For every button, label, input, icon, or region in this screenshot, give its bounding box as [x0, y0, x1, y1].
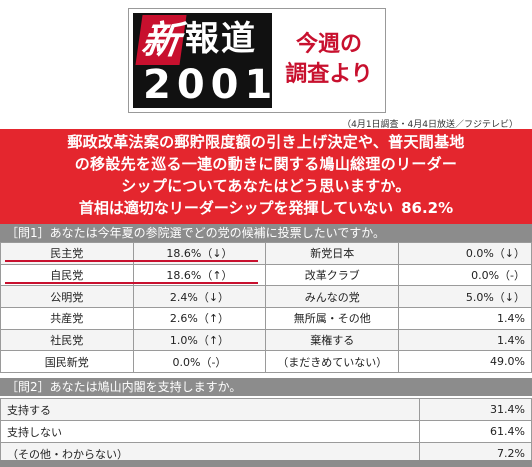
q2-row: （その他・わからない） 7.2% [0, 442, 532, 465]
logo-caption-line2: 調査より [285, 61, 373, 87]
q1-party-name: 棄権する [265, 328, 400, 352]
q2-results-table: 支持する 31.4% 支持しない 61.4% （その他・わからない） 7.2% [0, 398, 532, 465]
q1-highlight-underline [4, 281, 258, 284]
q1-row: 社民党 1.0%（↑） 棄権する 1.4% [0, 328, 532, 352]
q1-party-value: 18.6%（↓） [132, 242, 267, 265]
q1-party-name: 共産党 [0, 307, 134, 330]
q1-party-name: みんなの党 [265, 285, 400, 309]
q1-party-name: 国民新党 [0, 350, 134, 374]
q1-party-value: 2.6%（↑） [132, 307, 267, 330]
headline-answer-value: 86.2% [401, 199, 454, 217]
q1-party-name: 無所属・その他 [265, 307, 400, 330]
q1-party-value: 1.0%（↑） [132, 328, 267, 352]
q1-row: 共産党 2.6%（↑） 無所属・その他 1.4% [0, 307, 532, 330]
logo-shin-mark: 新 [135, 15, 187, 65]
logo-year-text: 2001 [143, 62, 279, 108]
q1-party-name: 民主党 [0, 242, 134, 265]
q2-row: 支持する 31.4% [0, 398, 532, 421]
q1-party-value: 1.4% [398, 328, 532, 352]
q1-title: ［問1］あなたは今年夏の参院選でどの党の候補に投票したいですか。 [0, 224, 532, 242]
q1-party-value: 0.0%（-） [132, 350, 267, 374]
headline-banner: 郵政改革法案の郵貯限度額の引き上げ決定や、普天間基地 の移設先を巡る一連の動きに… [0, 129, 532, 224]
q2-answer-value: 61.4% [419, 420, 532, 443]
q2-answer-label: 支持しない [0, 420, 421, 443]
logo-hodo-text: 報道 [185, 19, 257, 59]
q2-title: ［問2］あなたは鳩山内閣を支持しますか。 [0, 378, 532, 396]
q1-party-name: 公明党 [0, 285, 134, 309]
q1-party-value: 18.6%（↑） [132, 263, 267, 287]
q1-row: 公明党 2.4%（↓） みんなの党 5.0%（↓） [0, 285, 532, 309]
q1-row: 自民党 18.6%（↑） 改革クラブ 0.0%（-） [0, 263, 532, 287]
q1-party-name: 新党日本 [265, 242, 400, 265]
q1-party-value: 5.0%（↓） [398, 285, 532, 309]
survey-source-note: （4月1日調査・4月4日放送／フジテレビ） [342, 120, 518, 130]
q1-party-name: 社民党 [0, 328, 134, 352]
q1-party-value: 1.4% [398, 307, 532, 330]
headline-question-line-2: の移設先を巡る一連の動きに関する鳩山総理のリーダー [74, 155, 458, 173]
q2-answer-value: 31.4% [419, 398, 532, 421]
logo-black-panel: 新 報道 2001 [133, 13, 272, 108]
q2-answer-label: （その他・わからない） [0, 442, 421, 465]
headline-question-line-1: 郵政改革法案の郵貯限度額の引き上げ決定や、普天間基地 [67, 133, 465, 151]
q1-highlight-underline [4, 260, 258, 263]
q1-party-name: （まだきめていない） [265, 350, 400, 374]
headline-question-line-3: シップについてあなたはどう思いますか。 [121, 177, 411, 195]
q2-answer-label: 支持する [0, 398, 421, 421]
q1-party-value: 0.0%（↓） [398, 242, 532, 265]
q1-party-value: 49.0% [398, 350, 532, 374]
q1-party-name: 改革クラブ [265, 263, 400, 287]
q1-row: 民主党 18.6%（↓） 新党日本 0.0%（↓） [0, 242, 532, 265]
logo-caption: 今週の 調査より [279, 29, 379, 89]
q1-party-value: 2.4%（↓） [132, 285, 267, 309]
q1-party-value: 0.0%（-） [398, 263, 532, 287]
q2-answer-value: 7.2% [419, 442, 532, 465]
next-question-header-cutoff [0, 460, 532, 467]
program-logo: 新 報道 2001 今週の 調査より [128, 8, 386, 113]
headline-answer: 首相は適切なリーダーシップを発揮していない 86.2% [10, 197, 522, 219]
q1-results-table: 民主党 18.6%（↓） 新党日本 0.0%（↓） 自民党 18.6%（↑） 改革クラブ 0.… [0, 242, 532, 374]
q2-row: 支持しない 61.4% [0, 420, 532, 443]
logo-caption-line1: 今週の [295, 31, 362, 57]
q1-row: 国民新党 0.0%（-） （まだきめていない） 49.0% [0, 350, 532, 374]
headline-answer-label: 首相は適切なリーダーシップを発揮していない [78, 199, 394, 217]
